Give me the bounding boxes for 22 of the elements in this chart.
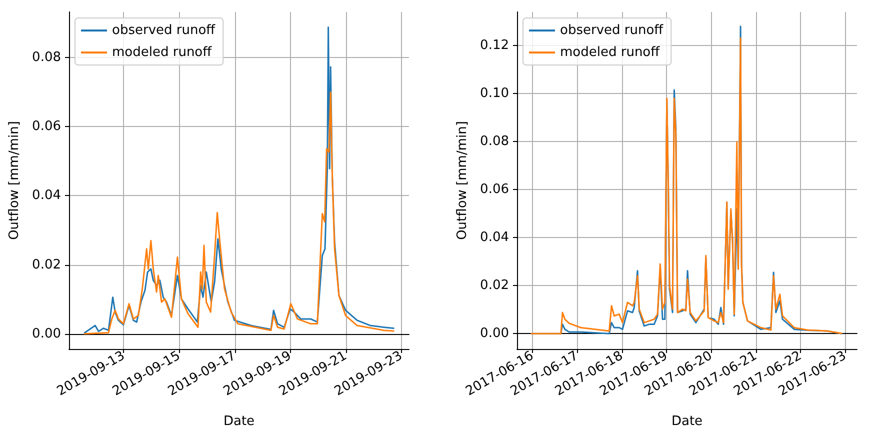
x-axis-title: Date: [671, 414, 703, 429]
legend-label: modeled runoff: [560, 45, 661, 60]
y-tick-label: 0.12: [480, 38, 509, 54]
y-tick-label: 0.04: [480, 230, 509, 246]
line-series: [84, 26, 394, 334]
y-tick-label: 0.04: [32, 188, 61, 204]
legend-label: modeled runoff: [112, 45, 213, 60]
y-tick-label: 0.08: [480, 134, 509, 150]
y-tick-label: 0.10: [480, 86, 509, 102]
legend-label: observed runoff: [560, 23, 664, 38]
y-axis-title: Outflow [mm/min]: [455, 121, 470, 240]
y-tick-label: 0.08: [32, 50, 61, 66]
y-axis-title: Outflow [mm/min]: [7, 121, 22, 240]
y-tick-label: 0.06: [32, 119, 61, 134]
y-tick-label: 0.00: [32, 326, 61, 342]
y-tick-label: 0.00: [480, 326, 509, 342]
line-series: [84, 91, 394, 335]
y-tick-label: 0.02: [32, 257, 61, 272]
legend-label: observed runoff: [112, 23, 216, 38]
y-tick-label: 0.06: [480, 182, 509, 198]
x-axis-title: Date: [223, 414, 255, 429]
y-tick-label: 0.02: [480, 278, 509, 294]
